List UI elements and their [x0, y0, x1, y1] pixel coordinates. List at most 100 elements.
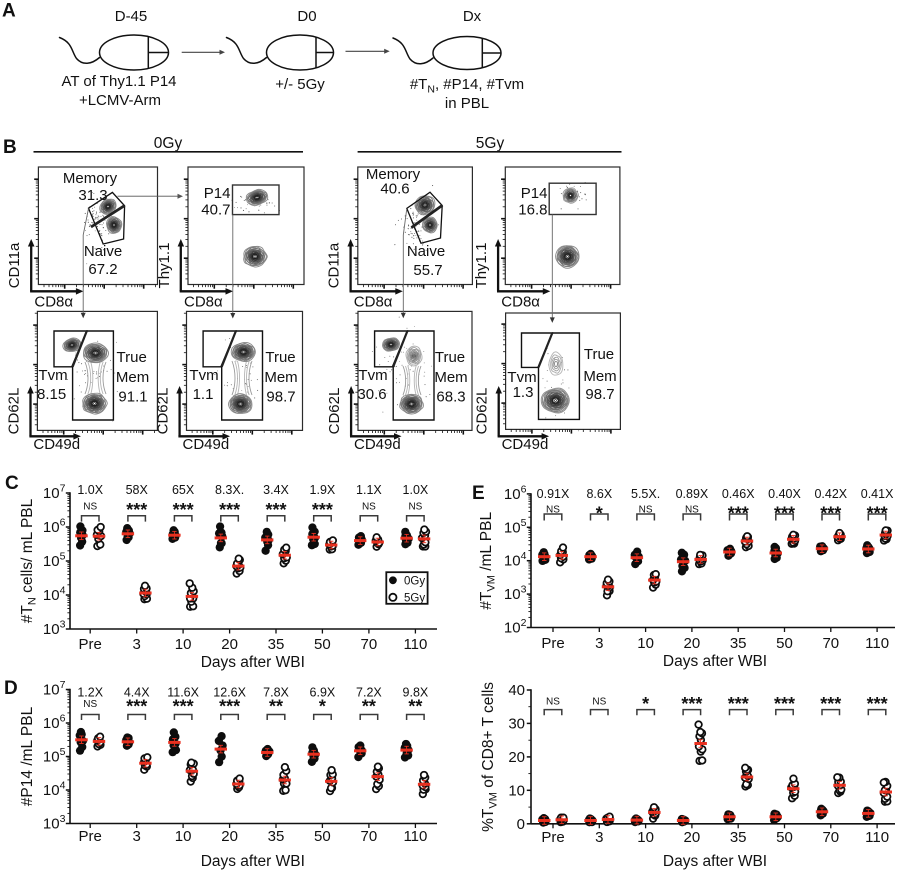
svg-text:3: 3 — [133, 636, 141, 653]
svg-text:***: *** — [867, 694, 888, 714]
svg-text:in PBL: in PBL — [445, 95, 489, 112]
svg-text:CD62L: CD62L — [326, 388, 343, 435]
svg-text:10: 10 — [637, 829, 654, 846]
svg-text:110: 110 — [865, 635, 889, 652]
svg-text:Mem: Mem — [264, 369, 297, 386]
svg-text:NS: NS — [408, 502, 422, 513]
svg-text:110: 110 — [865, 829, 889, 846]
svg-text:P14: P14 — [204, 185, 231, 202]
svg-text:NS: NS — [546, 697, 560, 708]
svg-text:***: *** — [312, 500, 333, 520]
svg-text:Pre: Pre — [79, 828, 102, 845]
svg-text:40.6: 40.6 — [380, 181, 409, 198]
svg-text:Mem: Mem — [116, 369, 149, 386]
svg-text:***: *** — [681, 694, 702, 714]
svg-text:Days after WBI: Days after WBI — [201, 654, 305, 671]
svg-text:***: *** — [219, 697, 240, 717]
svg-text:CD8α: CD8α — [34, 294, 73, 311]
svg-text:20: 20 — [221, 828, 238, 845]
svg-text:35: 35 — [268, 828, 285, 845]
svg-text:**: ** — [362, 697, 376, 717]
svg-text:Days after WBI: Days after WBI — [663, 853, 767, 870]
svg-text:5.5X.: 5.5X. — [631, 487, 660, 501]
svg-text:E: E — [472, 483, 485, 504]
svg-text:68.3: 68.3 — [436, 389, 465, 406]
svg-text:P14: P14 — [521, 185, 548, 202]
svg-text:AT of Thy1.1 P14: AT of Thy1.1 P14 — [61, 73, 176, 90]
svg-text:10: 10 — [175, 636, 192, 653]
svg-text:%TVM of CD8+ T cells: %TVM of CD8+ T cells — [480, 682, 500, 832]
svg-text:CD8α: CD8α — [354, 294, 393, 311]
svg-text:35: 35 — [730, 829, 747, 846]
svg-text:110: 110 — [403, 828, 427, 845]
svg-text:Mem: Mem — [434, 369, 467, 386]
svg-text:CD11a: CD11a — [6, 242, 23, 288]
svg-text:***: *** — [173, 697, 194, 717]
svg-text:NS: NS — [83, 699, 97, 710]
svg-text:20: 20 — [508, 749, 525, 766]
svg-text:Memory: Memory — [366, 166, 421, 183]
svg-text:30.6: 30.6 — [357, 386, 386, 403]
svg-text:***: *** — [728, 694, 749, 714]
svg-text:50: 50 — [776, 829, 793, 846]
svg-text:7.2X: 7.2X — [356, 686, 382, 700]
svg-text:1.9X: 1.9X — [310, 483, 336, 497]
svg-text:**: ** — [408, 697, 422, 717]
svg-text:40.7: 40.7 — [201, 202, 230, 219]
svg-text:1.2X: 1.2X — [77, 686, 103, 700]
svg-text:Naive: Naive — [84, 243, 122, 260]
svg-text:10: 10 — [508, 782, 525, 799]
svg-text:0Gy: 0Gy — [154, 135, 183, 152]
svg-text:*: * — [642, 694, 649, 714]
svg-text:70: 70 — [822, 635, 839, 652]
svg-text:98.7: 98.7 — [266, 389, 295, 406]
svg-text:70: 70 — [361, 828, 378, 845]
svg-text:4.4X: 4.4X — [124, 686, 150, 700]
svg-text:0Gy: 0Gy — [404, 576, 425, 588]
svg-text:30: 30 — [508, 715, 525, 732]
svg-text:Mem: Mem — [583, 368, 616, 385]
svg-text:***: *** — [173, 500, 194, 520]
svg-text:Pre: Pre — [79, 636, 102, 653]
svg-text:True: True — [435, 349, 465, 366]
svg-text:***: *** — [126, 697, 147, 717]
svg-text:CD49d: CD49d — [183, 436, 230, 453]
svg-text:8.6X: 8.6X — [586, 487, 612, 501]
svg-text:NS: NS — [83, 502, 97, 513]
svg-text:50: 50 — [314, 828, 331, 845]
svg-text:35: 35 — [730, 635, 747, 652]
svg-text:Memory: Memory — [63, 170, 118, 187]
svg-text:0.46X: 0.46X — [722, 487, 755, 501]
svg-text:CD62L: CD62L — [155, 388, 172, 435]
svg-text:CD62L: CD62L — [474, 388, 491, 435]
svg-text:CD49d: CD49d — [354, 436, 401, 453]
svg-text:20: 20 — [684, 829, 701, 846]
svg-text:True: True — [117, 349, 147, 366]
svg-text:0.91X: 0.91X — [537, 487, 570, 501]
svg-text:NS: NS — [592, 697, 606, 708]
svg-text:CD8α: CD8α — [501, 294, 540, 311]
svg-text:Thy1.1: Thy1.1 — [473, 243, 490, 289]
svg-text:0.41X: 0.41X — [861, 487, 894, 501]
svg-text:91.1: 91.1 — [118, 389, 147, 406]
svg-text:70: 70 — [822, 829, 839, 846]
svg-text:5Gy: 5Gy — [476, 135, 505, 152]
svg-text:5Gy: 5Gy — [404, 593, 425, 605]
svg-text:Pre: Pre — [541, 635, 564, 652]
svg-text:1.3: 1.3 — [513, 384, 534, 401]
svg-text:+LCMV-Arm: +LCMV-Arm — [79, 92, 161, 109]
svg-text:CD49d: CD49d — [33, 436, 80, 453]
svg-text:*: * — [319, 697, 326, 717]
svg-text:***: *** — [265, 500, 286, 520]
svg-text:11.6X: 11.6X — [167, 686, 199, 700]
svg-text:10: 10 — [175, 828, 192, 845]
svg-text:1.0X: 1.0X — [77, 483, 103, 497]
svg-text:12.6X: 12.6X — [213, 686, 246, 700]
svg-text:110: 110 — [403, 636, 427, 653]
svg-text:Tvm: Tvm — [189, 367, 218, 384]
svg-text:NS: NS — [362, 502, 376, 513]
svg-text:50: 50 — [776, 635, 793, 652]
svg-text:Pre: Pre — [541, 829, 564, 846]
svg-text:True: True — [265, 349, 295, 366]
svg-text:8.15: 8.15 — [37, 386, 66, 403]
